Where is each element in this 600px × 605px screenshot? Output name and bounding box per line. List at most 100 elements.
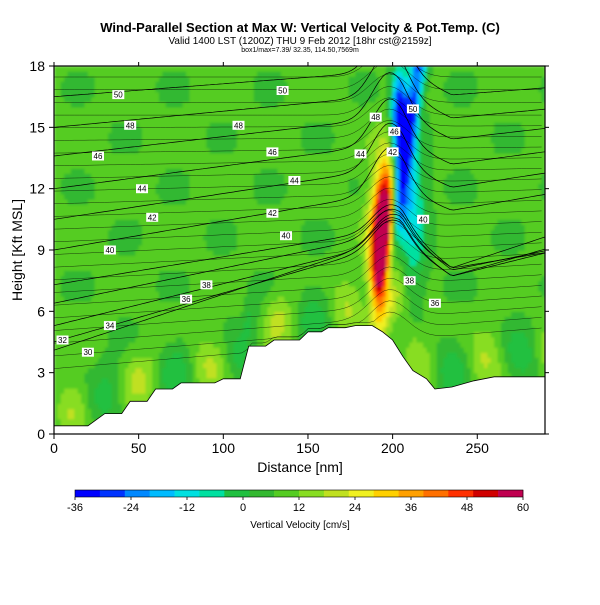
field-cell: [280, 122, 285, 128]
field-cell: [70, 91, 75, 98]
field-cell: [70, 117, 75, 123]
field-cell: [64, 403, 69, 410]
field-cell: [192, 193, 197, 200]
field-cell: [162, 101, 167, 108]
field-cell: [81, 393, 86, 399]
field-cell: [213, 142, 218, 149]
field-cell: [213, 137, 218, 144]
field-cell: [111, 357, 116, 364]
field-cell: [125, 311, 130, 318]
field-cell: [104, 260, 109, 266]
field-cell: [135, 280, 140, 287]
field-cell: [206, 311, 211, 318]
field-cell: [202, 255, 207, 261]
field-cell: [118, 147, 123, 154]
field-cell: [121, 142, 126, 149]
field-cell: [104, 388, 109, 394]
field-cell: [189, 173, 194, 180]
field-cell: [209, 372, 214, 379]
field-cell: [202, 117, 207, 123]
field-cell: [209, 306, 214, 312]
field-cell: [179, 137, 184, 144]
field-cell: [148, 193, 153, 200]
field-cell: [182, 214, 187, 220]
field-cell: [91, 296, 96, 302]
field-cell: [91, 193, 96, 200]
field-cell: [199, 204, 204, 210]
field-cell: [165, 178, 170, 185]
field-cell: [125, 142, 130, 149]
field-cell: [131, 76, 136, 82]
field-cell: [101, 132, 106, 139]
field-cell: [104, 188, 109, 195]
field-cell: [101, 96, 106, 103]
field-cell: [111, 342, 116, 348]
field-cell: [202, 336, 207, 343]
field-cell: [216, 209, 221, 215]
field-cell: [230, 214, 235, 220]
field-cell: [250, 275, 255, 282]
field-cell: [131, 234, 136, 241]
field-cell: [114, 260, 119, 266]
field-cell: [209, 158, 214, 164]
field-cell: [250, 204, 255, 210]
field-cell: [169, 106, 174, 113]
field-cell: [260, 290, 265, 297]
field-cell: [223, 336, 228, 343]
field-cell: [182, 372, 187, 379]
field-cell: [148, 382, 153, 389]
field-cell: [175, 280, 180, 287]
field-cell: [247, 101, 251, 108]
field-cell: [60, 178, 65, 185]
field-cell: [158, 204, 163, 210]
field-cell: [121, 66, 126, 72]
field-cell: [189, 204, 194, 210]
field-cell: [77, 101, 82, 108]
field-cell: [60, 198, 65, 205]
field-cell: [253, 71, 258, 77]
field-cell: [87, 86, 92, 93]
field-cell: [91, 342, 96, 348]
field-cell: [189, 127, 194, 134]
field-cell: [196, 71, 201, 77]
field-cell: [169, 301, 174, 307]
field-cell: [84, 127, 89, 134]
field-cell: [209, 106, 214, 113]
field-cell: [257, 117, 262, 123]
field-cell: [158, 106, 163, 113]
field-cell: [162, 362, 167, 369]
field-cell: [263, 316, 268, 323]
field-cell: [94, 234, 99, 241]
field-cell: [108, 127, 113, 134]
field-cell: [165, 76, 170, 82]
field-cell: [243, 352, 248, 358]
field-cell: [213, 224, 218, 231]
field-cell: [192, 347, 197, 353]
field-cell: [111, 377, 116, 384]
field-cell: [155, 306, 160, 312]
field-cell: [118, 66, 123, 72]
field-cell: [274, 183, 279, 190]
field-cell: [74, 270, 79, 277]
field-cell: [216, 280, 221, 287]
field-cell: [87, 321, 92, 328]
field-cell: [104, 122, 109, 128]
field-cell: [165, 209, 170, 215]
field-cell: [216, 367, 221, 374]
field-cell: [70, 408, 75, 415]
field-cell: [104, 275, 109, 282]
field-cell: [219, 239, 224, 246]
field-cell: [243, 290, 248, 297]
field-cell: [186, 311, 191, 318]
field-cell: [219, 280, 224, 287]
field-cell: [54, 413, 58, 420]
field-cell: [230, 311, 235, 318]
field-cell: [128, 163, 133, 169]
field-cell: [70, 214, 75, 220]
field-cell: [247, 204, 251, 210]
field-cell: [81, 76, 86, 82]
field-cell: [196, 377, 201, 384]
field-cell: [223, 270, 228, 277]
field-cell: [270, 86, 275, 93]
field-cell: [267, 106, 272, 113]
